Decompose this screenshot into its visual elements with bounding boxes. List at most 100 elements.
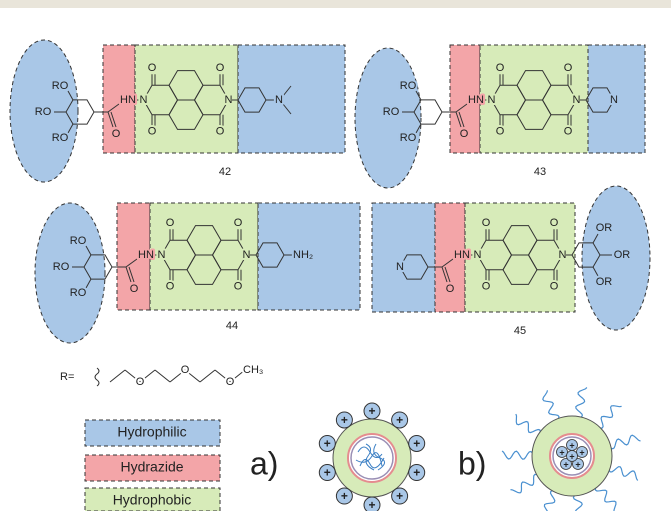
charge-bead: [408, 464, 426, 482]
atom-label: O: [166, 281, 175, 293]
legend-label: Hydrophobic: [113, 492, 192, 508]
atom-label: O: [446, 283, 455, 295]
peg-tail: [543, 489, 556, 511]
panel-label: a): [250, 445, 278, 481]
atom-label: N: [275, 94, 283, 106]
atom-label: O: [112, 128, 121, 140]
chain-coil: [355, 452, 383, 467]
atom-label: OR: [596, 222, 613, 234]
bond: [85, 245, 92, 256]
bond: [455, 111, 462, 128]
charge-sign: +: [324, 466, 331, 480]
charge-bead: [566, 450, 578, 462]
peg-tail: [572, 493, 583, 511]
ring: [255, 242, 285, 268]
charge-sign: +: [563, 459, 568, 469]
atom-label: OR: [614, 249, 631, 261]
atom-label: HN: [138, 249, 154, 261]
charge-sign: +: [368, 404, 375, 418]
atom-label: O: [564, 62, 573, 74]
compound-number: 45: [514, 325, 526, 337]
atom-label: CH₃: [243, 364, 263, 376]
charge-bead: [318, 434, 336, 452]
bond: [128, 266, 135, 283]
charge-bead: [408, 434, 426, 452]
region-box: [116, 202, 151, 311]
peg-tail: [542, 390, 560, 422]
charge-bead: [572, 458, 584, 470]
atom-label: O: [166, 217, 175, 229]
atom-label: O: [181, 364, 190, 376]
bond: [107, 111, 114, 128]
peg-tail: [575, 387, 588, 420]
peg-tail: [608, 434, 641, 450]
bond: [444, 266, 451, 283]
atom-label: O: [130, 283, 139, 295]
charge-bead: [391, 487, 409, 505]
atom-label: O: [148, 126, 157, 138]
bond: [67, 123, 74, 134]
inner-ring: [552, 436, 592, 476]
charge-sign: +: [575, 459, 580, 469]
atom-label: N: [474, 249, 482, 261]
charge-sign: +: [569, 440, 574, 450]
peg-tail: [597, 405, 622, 429]
atom-label: O: [234, 217, 243, 229]
atom-label: N: [610, 94, 618, 106]
atom-label: RO: [383, 106, 400, 118]
hydrophilic-region: [9, 39, 79, 183]
charge-bead: [560, 458, 572, 470]
legend-swatch: [84, 454, 221, 482]
bond: [455, 103, 468, 113]
atom-label: N: [559, 249, 567, 261]
atom-label: RO: [70, 235, 87, 247]
atom-label: N: [225, 94, 233, 106]
charge-sign: +: [413, 466, 420, 480]
atom-label: O: [550, 281, 559, 293]
atom-label: RO: [400, 132, 417, 144]
charge-sign: +: [569, 451, 574, 461]
charge-sign: +: [341, 489, 348, 503]
atom-label: N: [140, 94, 148, 106]
ring: [527, 239, 564, 271]
legend-swatch: [84, 419, 221, 447]
bond: [110, 111, 117, 128]
hydrophilic-region: [354, 47, 422, 189]
top-bar: [0, 0, 671, 8]
region-box: [257, 202, 361, 311]
compound-number: 42: [219, 166, 231, 178]
atom-label: O: [148, 62, 157, 74]
ring: [476, 239, 513, 271]
peg-tail: [594, 484, 617, 511]
atom-label: O: [460, 128, 469, 140]
atom-label: RO: [53, 261, 70, 273]
bond: [67, 90, 74, 101]
legend-label: Hydrazide: [120, 459, 183, 475]
charge-bead: [363, 402, 381, 420]
peg-tail: [501, 450, 535, 460]
ring: [399, 254, 429, 280]
bond: [184, 369, 201, 383]
atom-label: O: [564, 126, 573, 138]
charge-bead: [335, 411, 353, 429]
charge-bead: [363, 496, 381, 511]
charge-sign: +: [368, 498, 375, 511]
legend-label: Hydrophilic: [117, 424, 186, 440]
ring: [585, 87, 615, 113]
ring: [193, 84, 230, 116]
atom-label: O: [216, 126, 225, 138]
atom-label: N: [243, 249, 251, 261]
ring: [541, 84, 578, 116]
atom-label: O: [550, 217, 559, 229]
bond: [592, 233, 599, 244]
atom-label: O: [496, 126, 505, 138]
atom-label: O: [226, 376, 235, 388]
charge-sign: +: [396, 413, 403, 427]
region-box: [102, 44, 136, 154]
bond: [107, 103, 120, 113]
bond: [214, 369, 231, 383]
charge-sign: +: [579, 447, 584, 457]
atom-label: RO: [400, 80, 417, 92]
bond: [85, 278, 92, 289]
